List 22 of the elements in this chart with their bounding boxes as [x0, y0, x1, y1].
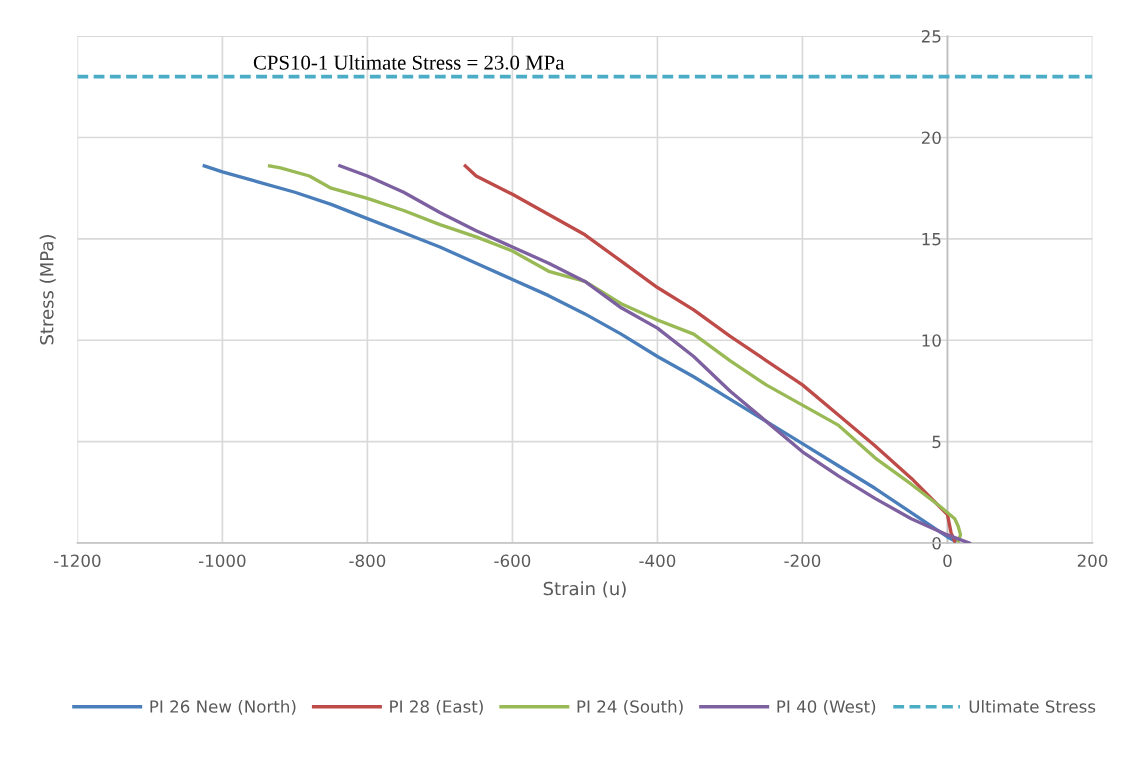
y-tick-label: 5: [932, 435, 941, 449]
x-axis-title: Strain (u): [543, 581, 626, 598]
legend-label: PI 24 (South): [577, 699, 683, 715]
legend-label: PI 28 (East): [390, 699, 483, 715]
legend-label: PI 26 New (North): [150, 699, 296, 715]
annotation: CPS10-1 Ultimate Stress = 23.0 MPa: [253, 54, 565, 70]
y-tick-label: 15: [922, 233, 941, 246]
x-tick-label: -600: [494, 554, 531, 568]
x-tick-label: 0: [943, 554, 952, 568]
y-tick-label: 0: [932, 536, 941, 550]
x-tick-label: -1200: [53, 554, 101, 568]
legend-label: PI 40 (West): [777, 699, 876, 715]
x-tick-label: -200: [784, 554, 821, 568]
x-tick-label: 200: [1077, 554, 1108, 568]
y-tick-label: 25: [921, 30, 941, 43]
y-tick-label: 20: [921, 131, 941, 145]
x-tick-label: -1000: [199, 554, 246, 568]
x-tick-label: -800: [349, 554, 386, 568]
y-axis-title: Stress (MPa): [39, 235, 56, 345]
x-tick-label: -400: [639, 554, 676, 568]
y-tick-label: 10: [922, 334, 941, 347]
legend-label: Ultimate Stress: [969, 699, 1096, 713]
